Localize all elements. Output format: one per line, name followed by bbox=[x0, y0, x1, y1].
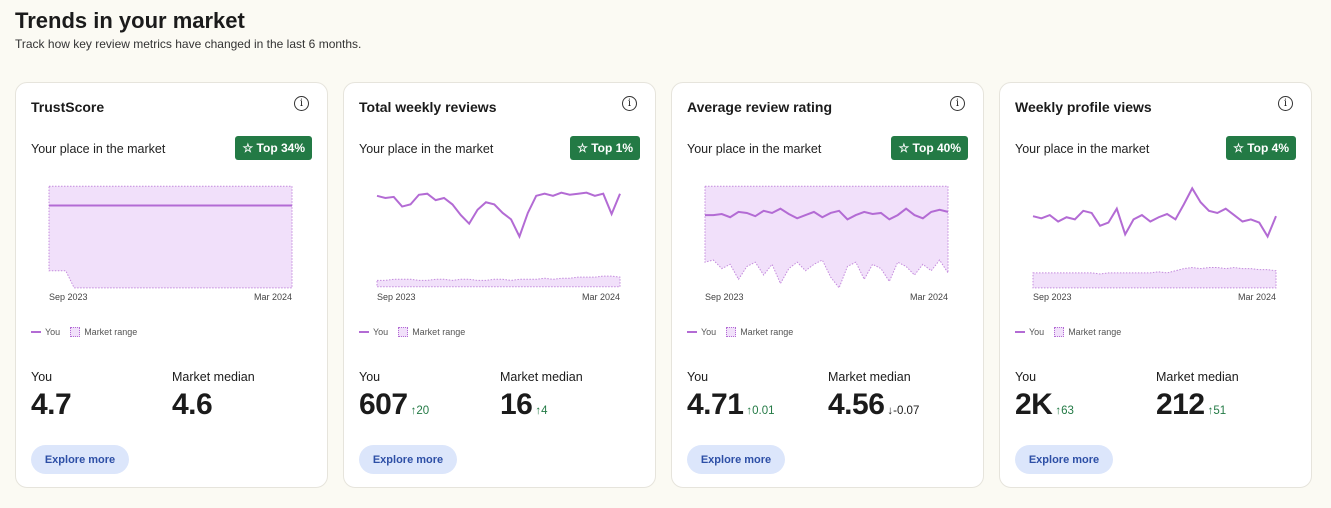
you-value: 2K ↑63 bbox=[1015, 388, 1074, 422]
trend-chart: Sep 2023 Mar 2024 bbox=[704, 185, 949, 302]
x-tick-label: Mar 2024 bbox=[910, 292, 948, 302]
metric-card: Total weekly reviews i Your place in the… bbox=[343, 82, 656, 488]
explore-more-button[interactable]: Explore more bbox=[31, 445, 129, 474]
trend-chart: Sep 2023 Mar 2024 bbox=[376, 191, 621, 302]
rank-badge: ☆ Top 34% bbox=[235, 136, 312, 160]
chart-legend: You Market range bbox=[359, 327, 465, 337]
you-number: 2K bbox=[1015, 388, 1053, 421]
range-swatch bbox=[1054, 327, 1065, 337]
you-swatch bbox=[31, 331, 41, 333]
you-swatch bbox=[1015, 331, 1025, 333]
trend-chart: Sep 2023 Mar 2024 bbox=[48, 185, 293, 302]
rank-badge: ☆ Top 1% bbox=[570, 136, 640, 160]
you-value: 4.7 bbox=[31, 388, 74, 422]
card-title: Average review rating bbox=[687, 99, 832, 115]
card-title: TrustScore bbox=[31, 99, 105, 115]
legend-you: You bbox=[701, 327, 717, 337]
you-delta: ↑0.01 bbox=[746, 405, 775, 417]
you-value: 607 ↑20 bbox=[359, 388, 429, 422]
legend-you: You bbox=[1029, 327, 1045, 337]
place-label: Your place in the market bbox=[687, 142, 822, 156]
median-value: 16 ↑4 bbox=[500, 388, 548, 422]
legend-range: Market range bbox=[84, 327, 138, 337]
median-number: 16 bbox=[500, 388, 533, 421]
median-delta: ↓-0.07 bbox=[887, 405, 920, 417]
you-number: 4.7 bbox=[31, 388, 72, 421]
you-line bbox=[376, 191, 621, 240]
market-range-area bbox=[1032, 267, 1277, 289]
range-swatch bbox=[70, 327, 81, 337]
median-value: 212 ↑51 bbox=[1156, 388, 1226, 422]
you-label: You bbox=[359, 370, 381, 384]
place-label: Your place in the market bbox=[359, 142, 494, 156]
metric-card: TrustScore i Your place in the market ☆ … bbox=[15, 82, 328, 488]
explore-more-button[interactable]: Explore more bbox=[1015, 445, 1113, 474]
x-tick-label: Sep 2023 bbox=[49, 292, 88, 302]
you-value: 4.71 ↑0.01 bbox=[687, 388, 775, 422]
x-tick-label: Mar 2024 bbox=[254, 292, 292, 302]
rank-badge: ☆ Top 4% bbox=[1226, 136, 1296, 160]
you-number: 4.71 bbox=[687, 388, 744, 421]
legend-range: Market range bbox=[1068, 327, 1122, 337]
page-title: Trends in your market bbox=[15, 8, 245, 33]
chart-legend: You Market range bbox=[687, 327, 793, 337]
median-label: Market median bbox=[1156, 370, 1239, 384]
trend-chart: Sep 2023 Mar 2024 bbox=[1032, 186, 1277, 302]
metric-cards: TrustScore i Your place in the market ☆ … bbox=[15, 82, 1312, 488]
median-label: Market median bbox=[500, 370, 583, 384]
you-label: You bbox=[687, 370, 709, 384]
you-line bbox=[705, 207, 949, 221]
place-label: Your place in the market bbox=[31, 142, 166, 156]
card-title: Weekly profile views bbox=[1015, 99, 1152, 115]
metric-card: Weekly profile views i Your place in the… bbox=[999, 82, 1312, 488]
median-number: 4.6 bbox=[172, 388, 213, 421]
range-swatch bbox=[398, 327, 409, 337]
you-swatch bbox=[359, 331, 369, 333]
market-range-area bbox=[704, 185, 949, 289]
median-label: Market median bbox=[172, 370, 255, 384]
legend-range: Market range bbox=[412, 327, 466, 337]
card-title: Total weekly reviews bbox=[359, 99, 497, 115]
rank-badge: ☆ Top 40% bbox=[891, 136, 968, 160]
median-label: Market median bbox=[828, 370, 911, 384]
info-icon[interactable]: i bbox=[950, 96, 965, 111]
chart-legend: You Market range bbox=[31, 327, 137, 337]
you-swatch bbox=[687, 331, 697, 333]
place-label: Your place in the market bbox=[1015, 142, 1150, 156]
info-icon[interactable]: i bbox=[294, 96, 309, 111]
legend-range: Market range bbox=[740, 327, 794, 337]
median-number: 212 bbox=[1156, 388, 1205, 421]
you-label: You bbox=[31, 370, 53, 384]
x-tick-label: Sep 2023 bbox=[377, 292, 416, 302]
x-tick-label: Sep 2023 bbox=[705, 292, 744, 302]
you-line bbox=[1032, 186, 1277, 239]
median-delta: ↑4 bbox=[535, 405, 548, 417]
explore-more-button[interactable]: Explore more bbox=[359, 445, 457, 474]
you-delta: ↑63 bbox=[1055, 405, 1074, 417]
median-value: 4.56 ↓-0.07 bbox=[828, 388, 919, 422]
market-range-area bbox=[48, 185, 293, 289]
legend-you: You bbox=[373, 327, 389, 337]
you-label: You bbox=[1015, 370, 1037, 384]
explore-more-button[interactable]: Explore more bbox=[687, 445, 785, 474]
median-value: 4.6 bbox=[172, 388, 215, 422]
metric-card: Average review rating i Your place in th… bbox=[671, 82, 984, 488]
page-subtitle: Track how key review metrics have change… bbox=[15, 37, 362, 51]
range-swatch bbox=[726, 327, 737, 337]
market-range-area bbox=[376, 275, 621, 288]
median-delta: ↑51 bbox=[1207, 405, 1227, 417]
info-icon[interactable]: i bbox=[622, 96, 637, 111]
info-icon[interactable]: i bbox=[1278, 96, 1293, 111]
chart-legend: You Market range bbox=[1015, 327, 1121, 337]
median-number: 4.56 bbox=[828, 388, 885, 421]
x-tick-label: Mar 2024 bbox=[582, 292, 620, 302]
you-number: 607 bbox=[359, 388, 408, 421]
x-tick-label: Mar 2024 bbox=[1238, 292, 1276, 302]
legend-you: You bbox=[45, 327, 61, 337]
you-delta: ↑20 bbox=[410, 405, 430, 417]
x-tick-label: Sep 2023 bbox=[1033, 292, 1072, 302]
